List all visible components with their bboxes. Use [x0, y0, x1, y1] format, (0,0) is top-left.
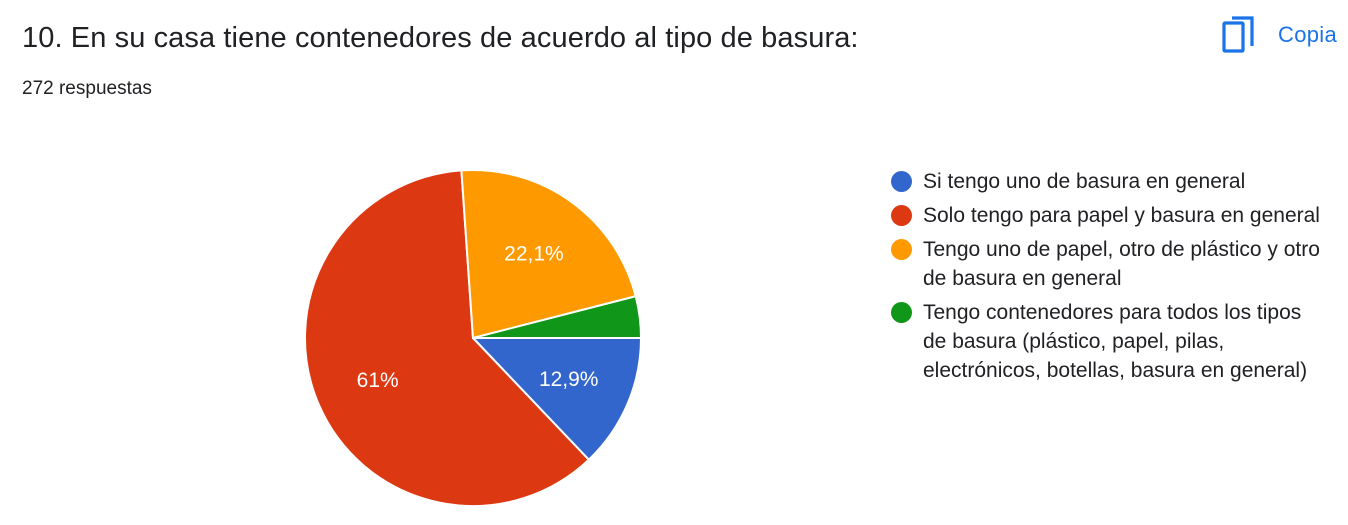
slice-label-0: 12,9% — [539, 368, 599, 391]
legend-dot-icon — [891, 239, 912, 260]
legend-label: Solo tengo para papel y basura en genera… — [923, 204, 1320, 227]
legend-label: Tengo contenedores para todos los tipos … — [923, 301, 1308, 382]
question-title: 10. En su casa tiene contenedores de acu… — [22, 22, 859, 54]
response-count: 272 respuestas — [22, 78, 152, 99]
slice-label-1: 61% — [357, 369, 399, 392]
copy-label: Copia — [1278, 22, 1337, 47]
legend-item-3[interactable]: Tengo contenedores para todos los tipos … — [890, 298, 1330, 385]
legend-item-1[interactable]: Solo tengo para papel y basura en genera… — [890, 201, 1330, 230]
legend-item-0[interactable]: Si tengo uno de basura en general — [890, 167, 1330, 196]
legend-dot-icon — [891, 205, 912, 226]
legend-label: Si tengo uno de basura en general — [923, 170, 1246, 193]
legend-item-2[interactable]: Tengo uno de papel, otro de plástico y o… — [890, 235, 1330, 293]
pie-slice-1[interactable] — [304, 169, 591, 507]
copy-icon — [1222, 16, 1254, 53]
legend-dot-icon — [891, 171, 912, 192]
pie-chart: 12,9% 61% 22,1% — [304, 169, 643, 507]
copy-button[interactable]: Copia — [1222, 14, 1337, 56]
legend-dot-icon — [891, 302, 912, 323]
legend-label: Tengo uno de papel, otro de plástico y o… — [923, 238, 1320, 290]
slice-label-2: 22,1% — [504, 243, 564, 266]
chart-legend: Si tengo uno de basura en general Solo te… — [890, 167, 1330, 390]
pie-slice-3[interactable] — [472, 295, 643, 339]
pie-slice-0[interactable] — [470, 337, 643, 462]
pie-slice-2[interactable] — [460, 169, 637, 340]
